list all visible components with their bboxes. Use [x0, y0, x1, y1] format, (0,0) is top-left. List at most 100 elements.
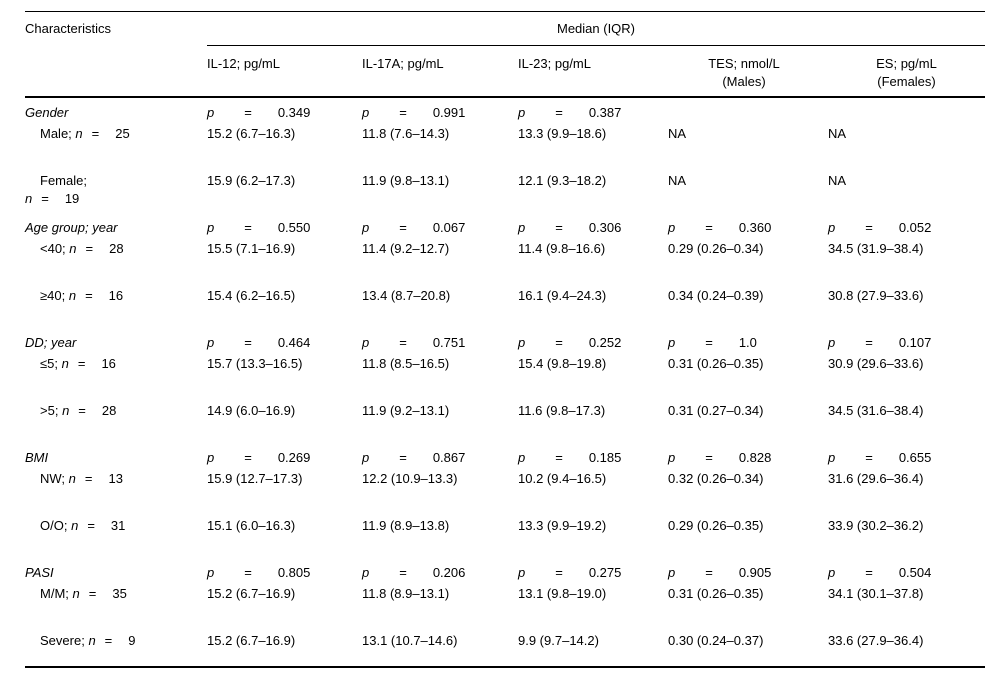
- column-header-es: ES; pg/mL (Females): [828, 55, 985, 91]
- p-value-group: p = 0.349: [207, 105, 310, 120]
- value-cell: 15.9 (12.7–17.3): [207, 470, 362, 488]
- p-value-group: p = 0.360: [668, 220, 771, 235]
- row-label-cell: O/O; n = 31: [25, 517, 207, 535]
- equals-sign: =: [705, 450, 713, 465]
- row-label: >5;: [40, 403, 59, 418]
- equals-sign: =: [399, 450, 407, 465]
- value-cell: 10.2 (9.4–16.5): [518, 470, 668, 488]
- cell-value: NA: [668, 173, 687, 188]
- p-value-cell: p = 0.269: [207, 449, 362, 467]
- equals-sign: =: [865, 450, 873, 465]
- p-value-cell: p = 0.360: [668, 219, 828, 237]
- equals-sign: =: [244, 565, 252, 580]
- value-cell: 13.1 (10.7–14.6): [362, 632, 518, 650]
- value-cell: NA: [828, 125, 985, 143]
- value-cell: 11.9 (8.9–13.8): [362, 517, 518, 535]
- equals-sign: =: [244, 105, 252, 120]
- cell-value: 14.9 (6.0–16.9): [207, 403, 296, 418]
- p-value: 0.805: [277, 565, 311, 580]
- n-symbol: n: [61, 356, 69, 371]
- table-row: Female; n = 19 15.9 (6.2–17.3) 11.9 (9.8–13.…: [25, 172, 985, 219]
- value-cell: 33.6 (27.9–36.4): [828, 632, 985, 650]
- p-value-cell: p = 0.252: [518, 334, 668, 352]
- value-cell: 12.1 (9.3–18.2): [518, 172, 668, 190]
- cell-value: 0.29 (0.26–0.34): [668, 241, 764, 256]
- row-label-cell: ≤5; n = 16: [25, 355, 207, 373]
- value-cell: 13.3 (9.9–18.6): [518, 125, 668, 143]
- p-value-cell: p = 1.0: [668, 334, 828, 352]
- category-cell: BMI: [25, 449, 207, 467]
- table-section: BMI p = 0.269 p = 0.867 p = 0.185 p = 0.828 p = 0.655 NW…: [25, 449, 985, 564]
- cell-value: 0.31 (0.26–0.35): [668, 356, 764, 371]
- p-value-group: p = 0.185: [518, 450, 621, 465]
- p-value-cell: p = 0.504: [828, 564, 985, 582]
- table-row: NW; n = 13 15.9 (12.7–17.3) 12.2 (10.9–13.3)…: [25, 470, 985, 517]
- value-cell: 11.8 (8.9–13.1): [362, 585, 518, 603]
- cell-value: 9.9 (9.7–14.2): [518, 633, 599, 648]
- p-symbol: p: [828, 335, 836, 350]
- median-iqr-spanner-header: Median (IQR): [556, 20, 636, 36]
- cell-value: 34.5 (31.9–38.4): [828, 241, 924, 256]
- p-value: 0.828: [738, 450, 772, 465]
- cell-value: NA: [828, 173, 847, 188]
- p-symbol: p: [207, 105, 215, 120]
- cell-value: 15.1 (6.0–16.3): [207, 518, 296, 533]
- p-value-group: p = 0.905: [668, 565, 771, 580]
- cell-value: 15.5 (7.1–16.9): [207, 241, 296, 256]
- p-symbol: p: [207, 450, 215, 465]
- row-label-cell: NW; n = 13: [25, 470, 207, 488]
- category-label: DD; year: [25, 335, 77, 350]
- p-value-cell: p = 0.275: [518, 564, 668, 582]
- table-row: M/M; n = 35 15.2 (6.7–16.9) 11.8 (8.9–13.1) 1…: [25, 585, 985, 632]
- category-row: DD; year p = 0.464 p = 0.751 p = 0.252 p = 1.0 p = 0.10…: [25, 334, 985, 355]
- cell-value: 0.32 (0.26–0.34): [668, 471, 764, 486]
- category-row: BMI p = 0.269 p = 0.867 p = 0.185 p = 0.828 p = 0.655: [25, 449, 985, 470]
- p-symbol: p: [207, 335, 215, 350]
- row-label: Female;: [40, 173, 87, 188]
- p-symbol: p: [518, 105, 526, 120]
- cell-value: 16.1 (9.4–24.3): [518, 288, 607, 303]
- value-cell: 34.5 (31.9–38.4): [828, 240, 985, 258]
- p-value: 0.206: [432, 565, 466, 580]
- p-value-cell: p = 0.349: [207, 104, 362, 122]
- p-value: 0.905: [738, 565, 772, 580]
- equals-sign: =: [705, 335, 713, 350]
- value-cell: 0.34 (0.24–0.39): [668, 287, 828, 305]
- column-header-label: TES; nmol/L: [708, 56, 780, 71]
- p-value-group: p = 0.269: [207, 450, 310, 465]
- p-value: 0.275: [588, 565, 622, 580]
- p-value-group: p = 0.252: [518, 335, 621, 350]
- p-symbol: p: [668, 220, 676, 235]
- p-value-cell: p = 0.107: [828, 334, 985, 352]
- p-symbol: p: [362, 450, 370, 465]
- value-cell: 11.8 (7.6–14.3): [362, 125, 518, 143]
- category-row: PASI p = 0.805 p = 0.206 p = 0.275 p = 0.905 p = 0.504: [25, 564, 985, 585]
- p-value: 0.252: [588, 335, 622, 350]
- value-cell: 31.6 (29.6–36.4): [828, 470, 985, 488]
- cell-value: 30.9 (29.6–33.6): [828, 356, 924, 371]
- p-value-group: p = 0.206: [362, 565, 465, 580]
- value-cell: 11.4 (9.8–16.6): [518, 240, 668, 258]
- equals-sign: =: [555, 220, 563, 235]
- row-label: O/O;: [40, 518, 68, 533]
- value-cell: 15.4 (6.2–16.5): [207, 287, 362, 305]
- cell-value: 11.9 (9.2–13.1): [362, 403, 450, 418]
- p-value-cell: p = 0.905: [668, 564, 828, 582]
- p-value: 0.655: [898, 450, 932, 465]
- value-cell: 0.31 (0.26–0.35): [668, 355, 828, 373]
- table-section: Age group; year p = 0.550 p = 0.067 p = 0.306 p = 0.…: [25, 219, 985, 334]
- row-label: ≥40;: [40, 288, 66, 303]
- p-value-cell: p = 0.828: [668, 449, 828, 467]
- table-row: ≥40; n = 16 15.4 (6.2–16.5) 13.4 (8.7–20.8) 1…: [25, 287, 985, 334]
- p-symbol: p: [362, 335, 370, 350]
- cell-value: 13.4 (8.7–20.8): [362, 288, 451, 303]
- table-section: Gender p = 0.349 p = 0.991 p = 0.387 Male; n = 25 15.…: [25, 104, 985, 219]
- n-symbol: n: [69, 241, 77, 256]
- table-row: Male; n = 25 15.2 (6.7–16.3) 11.8 (7.6–14.3)…: [25, 125, 985, 172]
- cell-value: 11.8 (7.6–14.3): [362, 126, 450, 141]
- equals-sign: =: [705, 565, 713, 580]
- cell-value: 15.2 (6.7–16.9): [207, 586, 296, 601]
- cell-value: 15.4 (6.2–16.5): [207, 288, 296, 303]
- p-value: 0.751: [432, 335, 466, 350]
- equals-sign: =: [244, 220, 252, 235]
